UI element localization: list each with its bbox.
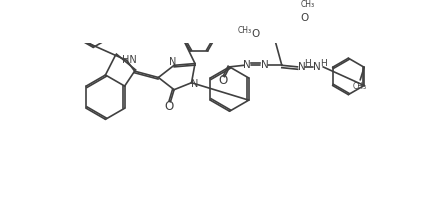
- Text: N: N: [298, 62, 306, 72]
- Text: H: H: [320, 59, 326, 68]
- Text: N: N: [169, 57, 176, 67]
- Text: O: O: [251, 29, 260, 39]
- Text: N: N: [313, 62, 321, 72]
- Text: H: H: [304, 59, 311, 68]
- Text: N: N: [243, 60, 251, 70]
- Text: HN: HN: [122, 55, 136, 64]
- Text: O: O: [300, 13, 308, 23]
- Text: N: N: [260, 60, 268, 70]
- Text: CH₃: CH₃: [238, 26, 252, 35]
- Text: N: N: [191, 79, 198, 89]
- Text: CH₃: CH₃: [300, 0, 315, 9]
- Text: O: O: [218, 74, 227, 87]
- Text: CH₃: CH₃: [352, 82, 366, 91]
- Text: O: O: [164, 100, 174, 113]
